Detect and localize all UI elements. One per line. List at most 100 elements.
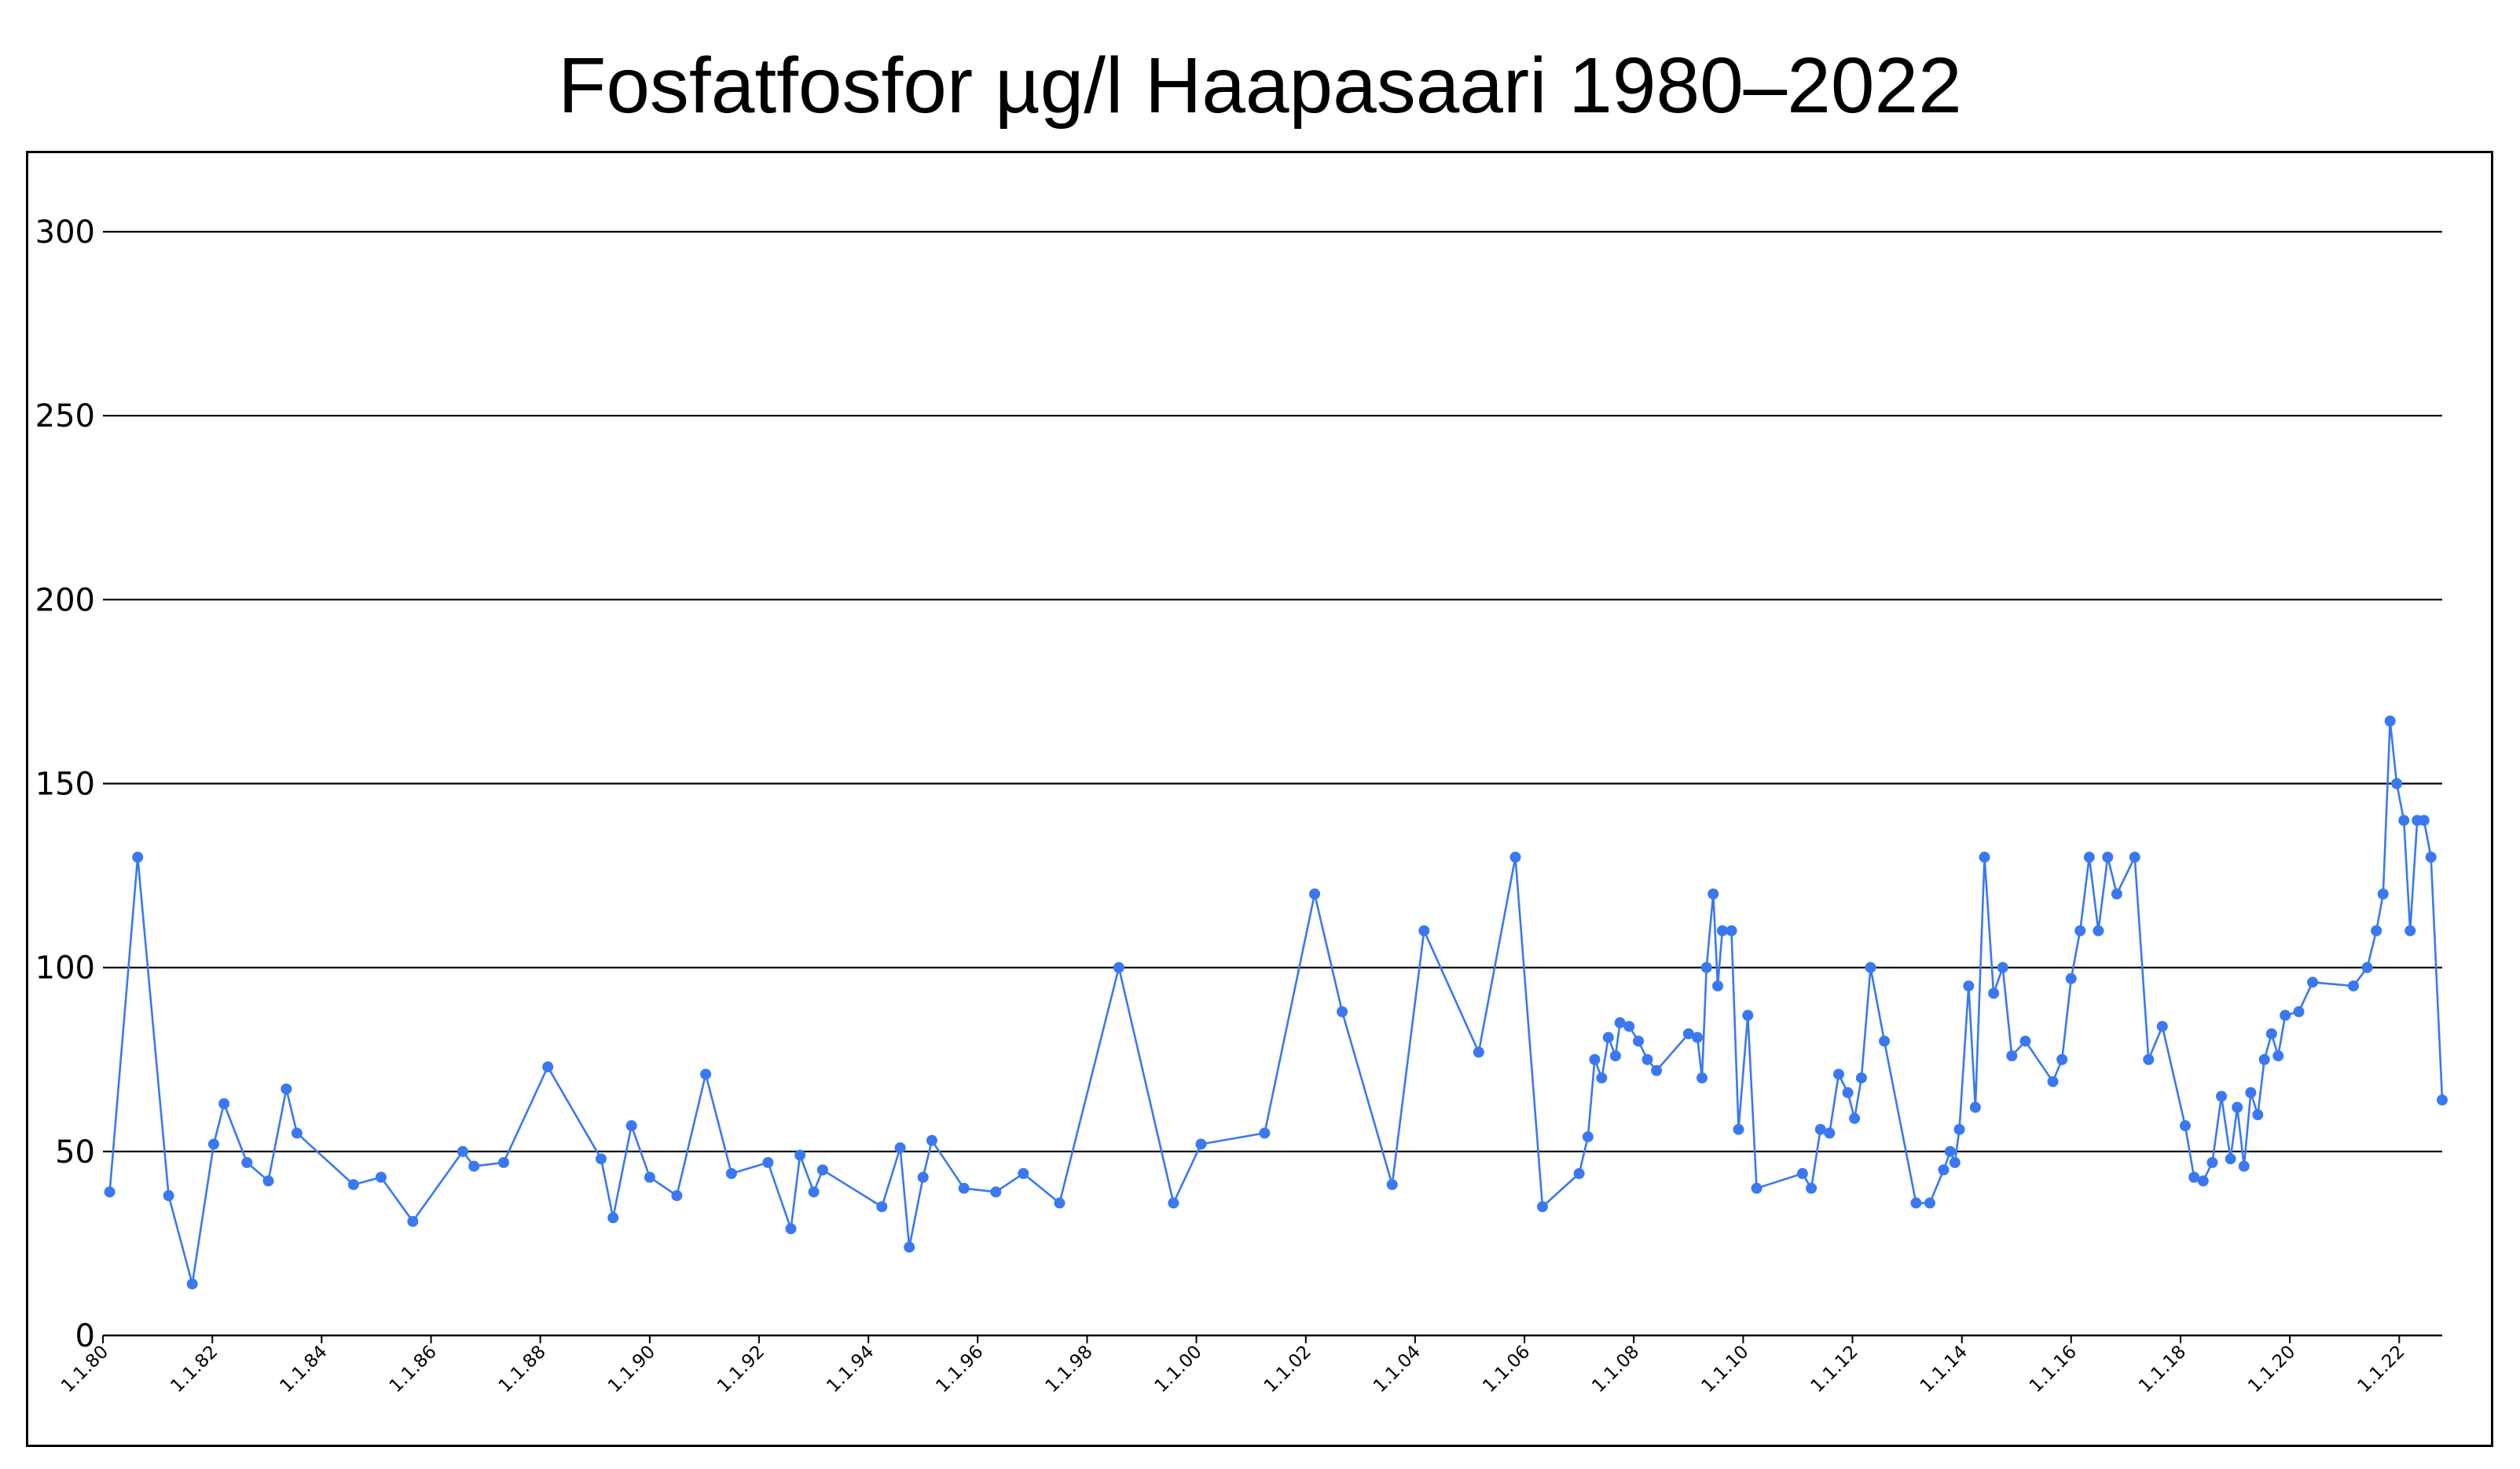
data-point <box>1988 987 2000 999</box>
data-point <box>1842 1086 1854 1098</box>
chart-frame: 0 50 100 150 200 250 300 1.1.80 1.1.82 1.1.84 1.1.… <box>26 151 2493 1447</box>
data-point <box>904 1241 915 1253</box>
data-point <box>1623 1020 1635 1032</box>
data-point <box>607 1212 619 1224</box>
data-point <box>497 1156 509 1168</box>
data-point <box>1309 888 1321 899</box>
data-point <box>2293 1006 2305 1017</box>
data-point <box>1865 962 1876 973</box>
y-tick-label: 50 <box>55 1134 95 1170</box>
data-point <box>1824 1127 1836 1139</box>
data-point <box>2252 1109 2264 1120</box>
data-point <box>785 1223 797 1235</box>
data-point <box>1473 1046 1484 1058</box>
data-point <box>1018 1167 1029 1179</box>
data-point <box>2307 976 2319 988</box>
data-point <box>2065 973 2077 984</box>
data-point <box>2245 1086 2257 1098</box>
data-point <box>2437 1094 2448 1106</box>
data-point <box>1969 1101 1981 1113</box>
data-point <box>1651 1064 1663 1076</box>
data-point <box>1614 1017 1626 1028</box>
data-point <box>671 1190 683 1202</box>
data-point <box>2074 925 2086 936</box>
data-point <box>1573 1167 1585 1179</box>
data-point <box>2258 1053 2270 1065</box>
data-point <box>1609 1050 1621 1062</box>
x-tick-label: 1.1.86 <box>386 1342 441 1397</box>
data-point <box>1938 1164 1950 1176</box>
data-point <box>644 1171 655 1183</box>
data-point <box>347 1178 359 1190</box>
x-tick-label: 1.1.06 <box>1479 1342 1534 1397</box>
data-point <box>700 1068 712 1080</box>
x-tick-label: 1.1.22 <box>2353 1342 2408 1397</box>
data-point <box>2056 1053 2068 1065</box>
data-point <box>808 1186 820 1198</box>
data-point <box>132 852 144 863</box>
x-tick-label: 1.1.00 <box>1151 1342 1206 1397</box>
data-point <box>1113 962 1124 973</box>
data-point <box>1944 1145 1956 1157</box>
data-point <box>926 1134 937 1146</box>
y-tick-label: 200 <box>35 582 95 618</box>
data-point <box>207 1138 219 1150</box>
data-point <box>1259 1127 1271 1139</box>
data-point <box>2425 852 2437 863</box>
x-tick-label: 1.1.16 <box>2026 1342 2081 1397</box>
data-point <box>2111 888 2122 899</box>
data-point <box>1832 1068 1844 1080</box>
data-point <box>2348 980 2360 992</box>
x-tick-label: 1.1.02 <box>1260 1342 1315 1397</box>
data-point <box>2188 1171 2200 1183</box>
x-tick-label: 1.1.14 <box>1917 1342 1972 1397</box>
series-line <box>108 720 2444 1285</box>
data-point <box>2197 1175 2209 1187</box>
data-point <box>2265 1028 2277 1039</box>
data-point <box>262 1175 274 1187</box>
data-point <box>2384 715 2396 727</box>
x-tick-label: 1.1.20 <box>2244 1342 2299 1397</box>
x-tick-label: 1.1.04 <box>1370 1342 1425 1397</box>
x-tick-label: 1.1.84 <box>276 1342 331 1397</box>
data-point <box>2418 815 2430 826</box>
data-point <box>2398 815 2410 826</box>
data-point <box>1589 1053 1601 1065</box>
data-point <box>2371 925 2382 936</box>
data-point <box>291 1127 303 1139</box>
data-point <box>2143 1053 2155 1065</box>
data-point <box>1168 1197 1179 1209</box>
x-tick-label: 1.1.10 <box>1698 1342 1753 1397</box>
data-point <box>241 1156 253 1168</box>
data-point <box>186 1278 198 1290</box>
x-tick-label: 1.1.82 <box>167 1342 222 1397</box>
x-tick-label: 1.1.12 <box>1807 1342 1862 1397</box>
data-point <box>2404 925 2416 936</box>
data-point <box>2225 1153 2236 1165</box>
y-tick-label: 150 <box>35 767 95 803</box>
data-point <box>876 1201 888 1213</box>
data-point <box>1596 1072 1608 1084</box>
x-tick-label: 1.1.18 <box>2135 1342 2190 1397</box>
data-point <box>1806 1182 1818 1194</box>
x-tick-label: 1.1.98 <box>1042 1342 1097 1397</box>
data-point <box>1682 1028 1694 1039</box>
data-point <box>917 1171 929 1183</box>
data-point <box>407 1215 419 1227</box>
data-point <box>1997 962 2008 973</box>
y-tick-label: 300 <box>35 214 95 251</box>
data-point <box>2019 1035 2031 1047</box>
data-point <box>1700 962 1712 973</box>
data-point <box>1195 1138 1207 1150</box>
data-point <box>2047 1075 2059 1087</box>
data-point <box>2238 1160 2250 1172</box>
data-point <box>1692 1031 1704 1043</box>
data-point <box>1536 1201 1548 1213</box>
data-point <box>1849 1112 1861 1124</box>
data-point <box>1963 980 1975 992</box>
data-point <box>1386 1178 1398 1190</box>
x-tick-label: 1.1.08 <box>1588 1342 1643 1397</box>
data-point <box>281 1083 292 1095</box>
data-point <box>1716 925 1728 936</box>
data-point <box>958 1182 970 1194</box>
